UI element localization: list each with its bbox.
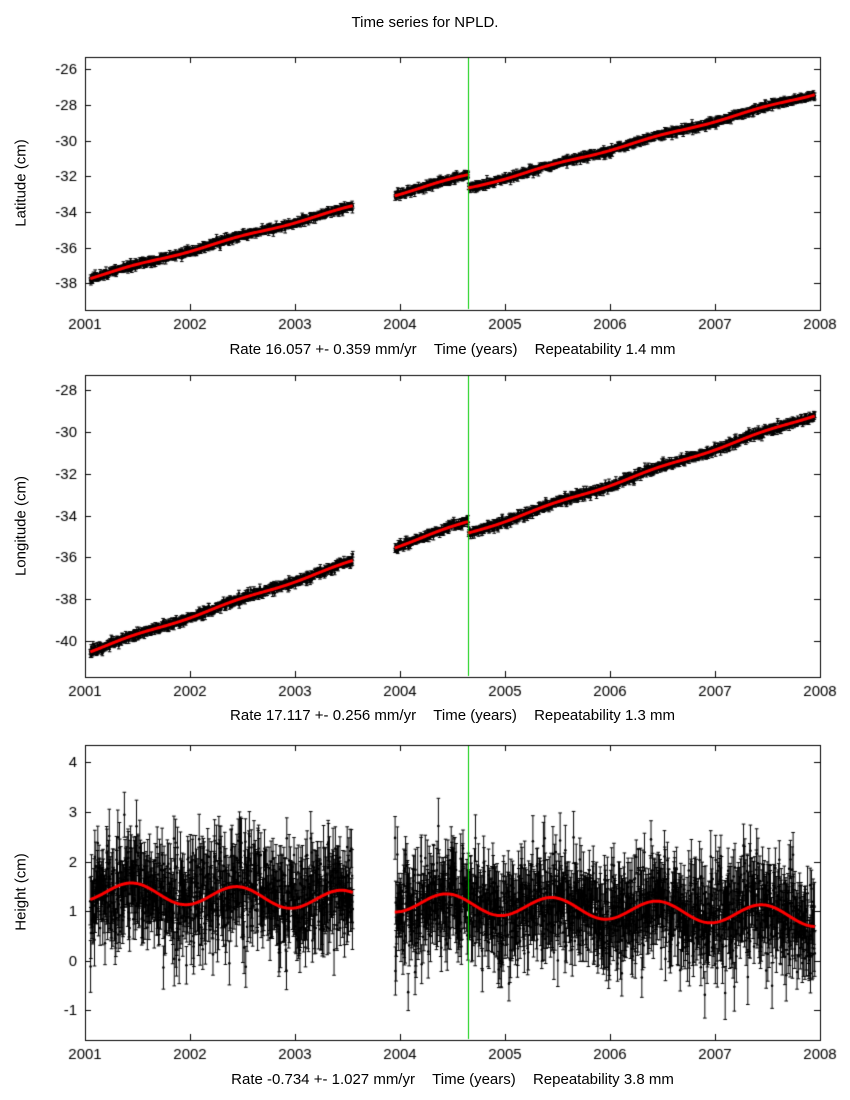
y-axis-label-latitude: Latitude (cm): [12, 139, 30, 227]
chart-title: Time series for NPLD.: [351, 14, 499, 31]
x-axis-title: Time (years): [432, 1071, 516, 1088]
repeatability-label: Repeatability 1.4 mm: [534, 341, 676, 358]
repeatability-label: Repeatability 3.8 mm: [532, 1071, 674, 1088]
x-axis-title: Time (years): [433, 341, 518, 358]
x-axis-caption-height: Rate -0.734 +- 1.027 mm/yr Time (years) …: [85, 1071, 820, 1088]
x-axis-title: Time (years): [433, 707, 517, 724]
y-axis-label-longitude: Longitude (cm): [12, 475, 30, 577]
rate-label: Rate -0.734 +- 1.027 mm/yr: [231, 1071, 415, 1088]
y-axis-label-height: Height (cm): [12, 853, 30, 931]
x-axis-caption-latitude: Rate 16.057 +- 0.359 mm/yr Time (years) …: [85, 341, 820, 358]
x-axis-caption-longitude: Rate 17.117 +- 0.256 mm/yr Time (years) …: [85, 707, 820, 724]
rate-label: Rate 17.117 +- 0.256 mm/yr: [230, 707, 417, 724]
repeatability-label: Repeatability 1.3 mm: [534, 707, 675, 724]
rate-label: Rate 16.057 +- 0.359 mm/yr: [229, 341, 417, 358]
